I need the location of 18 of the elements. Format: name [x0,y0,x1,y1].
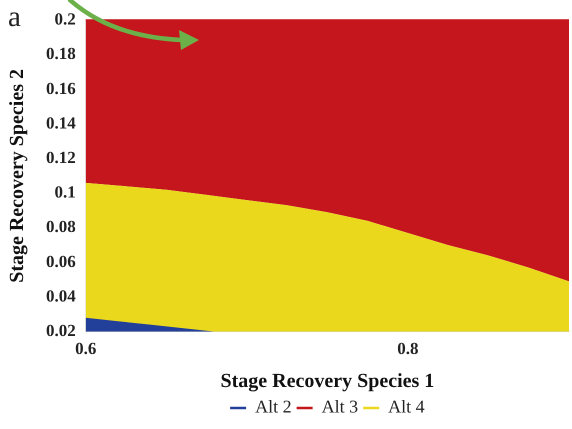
legend-label: Alt 2 [255,396,292,417]
y-tick-label: 0.08 [46,217,76,236]
y-tick-label: 0.18 [46,44,76,64]
legend-label: Alt 3 [322,396,358,417]
chart-title: a [8,1,21,33]
y-tick-label: 0.04 [46,286,76,306]
y-tick-label: 0.2 [54,10,76,29]
y-tick-label: 0.12 [46,148,76,167]
y-tick-label: 0.16 [46,78,76,98]
x-tick-label: 0.8 [397,339,419,358]
legend-label: Alt 4 [388,396,425,417]
y-tick-label: 0.14 [46,113,76,132]
x-tick-label: 0.6 [75,339,96,358]
y-tick-label: 0.1 [54,182,76,202]
y-axis-title: Stage Recovery Species 2 [6,68,28,283]
y-tick-label: 0.06 [46,252,76,271]
y-tick-label: 0.02 [46,320,76,340]
x-axis-title: Stage Recovery Species 1 [220,370,434,392]
